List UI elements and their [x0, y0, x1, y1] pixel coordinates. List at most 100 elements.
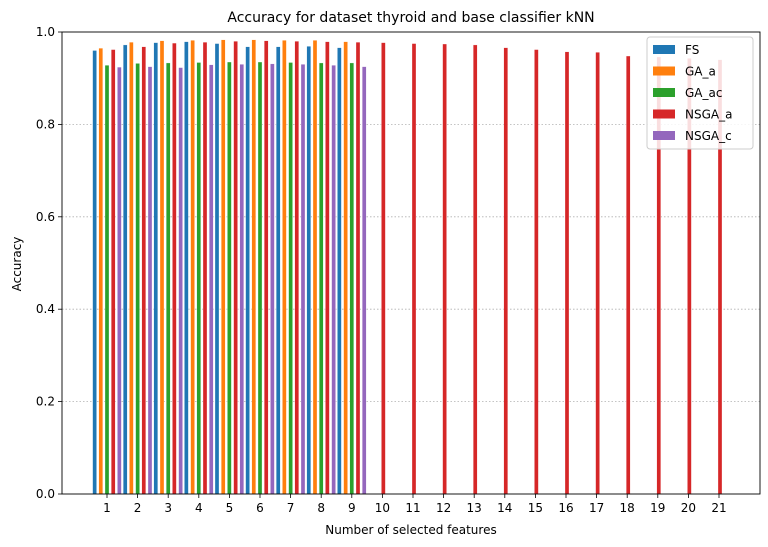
- legend: FS GA_a GA_ac NSGA_a NSGA_c: [646, 36, 754, 150]
- y-tick-label: 0.8: [36, 117, 55, 131]
- bar-NSGA_a-18: [626, 55, 631, 495]
- bar-GA_a-2: [129, 42, 134, 495]
- legend-swatch-GA_a: [653, 66, 675, 76]
- y-tick-label: 0.2: [36, 395, 55, 409]
- bar-NSGA_a-8: [325, 41, 330, 495]
- bar-GA_a-3: [159, 40, 165, 495]
- x-tick-label: 7: [287, 501, 295, 515]
- x-tick-label: 9: [348, 501, 356, 515]
- bar-NSGA_a-11: [411, 43, 417, 495]
- bar-NSGA_c-7: [300, 64, 306, 495]
- bar-GA_ac-5: [227, 61, 232, 495]
- bar-GA_a-8: [312, 40, 318, 495]
- bar-GA_ac-1: [104, 65, 110, 495]
- bar-FS-8: [306, 46, 311, 495]
- bar-GA_a-4: [190, 40, 195, 495]
- bar-NSGA_a-9: [355, 42, 361, 495]
- bar-NSGA_c-6: [270, 63, 275, 495]
- bar-GA_ac-3: [166, 62, 171, 495]
- y-ticks: 0.0 0.2 0.4 0.6 0.8 1.0: [36, 25, 62, 501]
- bar-NSGA_c-2: [147, 66, 153, 495]
- bar-GA_a-9: [343, 41, 348, 495]
- bar-NSGA_c-9: [362, 66, 367, 495]
- legend-label-FS: FS: [685, 43, 699, 57]
- bar-GA_ac-6: [257, 61, 263, 495]
- legend-label-GA_a: GA_a: [685, 65, 716, 79]
- bar-FS-9: [337, 47, 342, 495]
- x-tick-label: 20: [681, 501, 696, 515]
- bar-FS-1: [92, 50, 97, 495]
- bar-FS-7: [276, 46, 281, 495]
- bar-FS-5: [214, 43, 220, 495]
- bar-GA_ac-9: [349, 62, 354, 495]
- x-tick-label: 21: [711, 501, 726, 515]
- legend-swatch-NSGA_c: [653, 131, 675, 140]
- x-tick-label: 11: [405, 501, 420, 515]
- x-tick-label: 16: [558, 501, 573, 515]
- x-tick-label: 19: [650, 501, 665, 515]
- bar-NSGA_a-5: [233, 41, 238, 495]
- bar-NSGA_a-13: [473, 44, 478, 495]
- x-tick-label: 10: [375, 501, 390, 515]
- bar-NSGA_a-1: [111, 49, 116, 495]
- x-tick-label: 1: [103, 501, 111, 515]
- x-tick-label: 6: [256, 501, 264, 515]
- x-ticks: 1 2 3 4 5 6 7 8 9 10 11 12 13 14 15 16 17 18 19 20 21: [103, 494, 727, 515]
- x-tick-label: 12: [436, 501, 451, 515]
- x-tick-label: 13: [467, 501, 482, 515]
- legend-label-GA_ac: GA_ac: [685, 86, 722, 100]
- x-tick-label: 8: [317, 501, 325, 515]
- y-tick-label: 0.6: [36, 210, 55, 224]
- x-tick-label: 14: [497, 501, 512, 515]
- legend-swatch-NSGA_a: [653, 109, 675, 119]
- x-tick-label: 18: [620, 501, 635, 515]
- bar-NSGA_a-16: [564, 51, 570, 495]
- bar-GA_a-1: [98, 48, 103, 495]
- bar-GA_ac-4: [196, 62, 201, 495]
- x-tick-label: 15: [528, 501, 543, 515]
- bar-NSGA_a-15: [534, 49, 539, 495]
- y-tick-label: 0.4: [36, 302, 55, 316]
- bar-NSGA_c-4: [209, 64, 214, 495]
- bar-NSGA_a-7: [294, 41, 299, 495]
- bar-NSGA_a-6: [264, 40, 269, 495]
- y-tick-label: 1.0: [36, 25, 55, 39]
- bar-NSGA_c-5: [239, 64, 244, 495]
- legend-label-NSGA_c: NSGA_c: [685, 129, 732, 143]
- bar-GA_ac-8: [319, 62, 324, 495]
- bars: [92, 39, 723, 495]
- x-tick-label: 3: [164, 501, 172, 515]
- bar-NSGA_a-3: [172, 42, 177, 495]
- bar-GA_a-6: [251, 39, 256, 495]
- bar-NSGA_c-8: [331, 65, 336, 495]
- bar-FS-3: [153, 42, 158, 495]
- legend-swatch-FS: [653, 45, 675, 54]
- bar-NSGA_a-2: [141, 46, 146, 495]
- bar-FS-6: [245, 46, 250, 495]
- grid-lines: [62, 124, 760, 403]
- x-tick-label: 5: [226, 501, 234, 515]
- bar-NSGA_a-4: [202, 42, 208, 495]
- bar-FS-2: [123, 44, 128, 495]
- y-tick-label: 0.0: [36, 487, 55, 501]
- bar-GA_a-7: [282, 40, 287, 495]
- bar-GA_ac-7: [288, 62, 293, 495]
- chart-title: Accuracy for dataset thyroid and base cl…: [227, 10, 594, 26]
- bar-FS-4: [184, 41, 189, 495]
- x-tick-label: 17: [589, 501, 604, 515]
- y-axis-label: Accuracy: [10, 237, 24, 292]
- legend-swatch-GA_ac: [653, 88, 675, 97]
- x-axis-label: Number of selected features: [325, 523, 496, 537]
- plot-frame: [61, 31, 761, 495]
- bar-NSGA_a-12: [442, 43, 447, 495]
- x-tick-label: 2: [134, 501, 142, 515]
- bar-NSGA_a-17: [595, 52, 600, 495]
- legend-label-NSGA_a: NSGA_a: [685, 108, 732, 122]
- x-tick-label: 4: [195, 501, 203, 515]
- axes: [61, 31, 761, 495]
- bar-NSGA_a-10: [381, 42, 386, 495]
- bar-NSGA_a-14: [503, 47, 508, 495]
- bar-NSGA_c-1: [117, 66, 122, 495]
- legend-box: [646, 36, 754, 150]
